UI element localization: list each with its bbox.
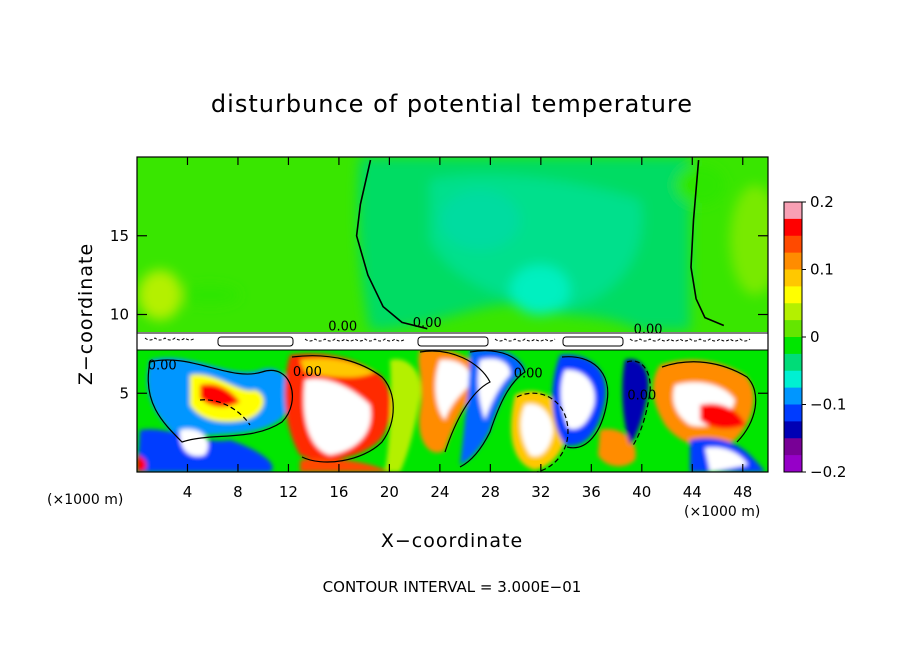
x-tick-label: 8 — [233, 483, 243, 501]
colorbar-swatch — [784, 387, 802, 406]
lower-contours — [147, 350, 757, 472]
colorbar-swatch — [784, 337, 802, 355]
field-patch — [560, 369, 595, 430]
contour-line — [291, 355, 394, 463]
y-tick-label: 10 — [110, 306, 129, 324]
inversion-cell — [217, 336, 294, 347]
colorbar-swatch — [784, 252, 802, 271]
field-patch — [730, 185, 768, 295]
field-patch — [385, 359, 421, 472]
field-patch — [520, 404, 553, 457]
contour-label: 0.00 — [148, 359, 177, 374]
lower-field-patches — [137, 348, 765, 472]
field-patch — [180, 285, 240, 305]
contour-labels: 0.00 0.00 0.00 0.00 0.00 0.00 0.00 — [148, 316, 663, 403]
inversion-cell — [562, 336, 624, 347]
field-patch — [460, 348, 525, 465]
colorbar-tick-label: −0.2 — [810, 463, 846, 481]
field-patch — [705, 447, 748, 472]
colorbar-swatch — [784, 455, 802, 473]
x-axis-label: X−coordinate — [381, 530, 523, 552]
x-axis-unit-right: (×1000 m) — [684, 504, 760, 520]
inversion-layer-contours — [137, 332, 768, 351]
x-tick-label: 16 — [329, 483, 348, 501]
contour-label: 0.00 — [293, 365, 322, 380]
x-axis: 4 8 12 16 20 24 28 32 36 40 44 48 — [183, 157, 752, 501]
colorbar-swatch — [784, 404, 802, 422]
contour-line — [419, 350, 491, 453]
colorbar-swatch — [784, 353, 802, 372]
contour-line — [147, 359, 293, 443]
y-tick-label: 5 — [119, 384, 129, 402]
field-patch — [477, 358, 511, 420]
inversion-cell — [629, 338, 751, 342]
contour-line — [561, 356, 609, 449]
x-tick-label: 12 — [279, 483, 298, 501]
contour-label: 0.00 — [413, 316, 442, 331]
field-patch — [622, 359, 649, 445]
chart-title: disturbunce of potential temperature — [211, 90, 693, 118]
colorbar-swatch — [784, 202, 802, 220]
contour-line — [459, 350, 526, 468]
x-tick-label: 40 — [632, 483, 651, 501]
colorbar-swatch — [784, 303, 802, 321]
zero-contour-0 — [355, 159, 428, 330]
plot-area — [137, 157, 768, 472]
x-tick-label: 4 — [183, 483, 193, 501]
field-patch — [675, 165, 725, 205]
colorbar-tick-label: −0.1 — [810, 396, 846, 414]
contour-line — [516, 392, 569, 472]
contour-line — [626, 360, 651, 448]
colorbar-swatch — [784, 269, 802, 287]
contour-label: 0.00 — [514, 367, 543, 382]
x-tick-label: 24 — [430, 483, 449, 501]
colorbar-swatch — [784, 286, 802, 304]
y-axis: 5 10 15 — [110, 227, 768, 402]
x-tick-label: 20 — [380, 483, 399, 501]
field-patch — [300, 358, 375, 378]
inversion-cell — [144, 337, 196, 341]
upper-field-patches — [138, 157, 768, 330]
colorbar-tick-label: 0.1 — [810, 261, 834, 279]
y-axis-label: Z−coordinate — [75, 243, 97, 385]
field-patch — [440, 190, 520, 250]
x-tick-label: 48 — [733, 483, 752, 501]
colorbar-tick-label: 0.2 — [810, 193, 834, 211]
field-patch — [435, 359, 471, 420]
field-patch — [303, 379, 371, 455]
colorbar-swatch — [784, 370, 802, 389]
zero-contour-1 — [690, 160, 725, 327]
colorbar-tick-label: 0 — [810, 328, 820, 346]
field-patch — [700, 403, 745, 429]
field-patch — [138, 270, 182, 320]
inversion-cell — [417, 336, 489, 347]
field-patch — [179, 429, 209, 457]
colorbar-swatch — [784, 218, 802, 237]
x-tick-label: 36 — [582, 483, 601, 501]
upper-zero-contours — [355, 159, 725, 330]
x-tick-label: 28 — [481, 483, 500, 501]
colorbar: 0.2 0.1 0 −0.1 −0.2 — [783, 193, 846, 481]
x-tick-label: 44 — [683, 483, 702, 501]
inversion-cell — [494, 338, 556, 342]
x-tick-label: 32 — [531, 483, 550, 501]
field-patch — [137, 455, 147, 472]
colorbar-swatch — [784, 421, 802, 439]
y-tick-label: 15 — [110, 227, 129, 245]
contour-interval-footer: CONTOUR INTERVAL = 3.000E−01 — [323, 578, 582, 596]
field-patch — [510, 265, 570, 315]
contour-line — [661, 361, 757, 443]
field-patch — [598, 429, 636, 467]
field-patch — [200, 383, 240, 407]
contour-label: 0.00 — [328, 319, 357, 334]
x-axis-unit-left: (×1000 m) — [47, 492, 123, 508]
colorbar-swatch — [784, 320, 802, 338]
contour-label: 0.00 — [634, 322, 663, 337]
colorbar-swatch — [784, 438, 802, 456]
contour-label: 0.00 — [627, 389, 656, 404]
colorbar-swatch — [784, 235, 802, 254]
